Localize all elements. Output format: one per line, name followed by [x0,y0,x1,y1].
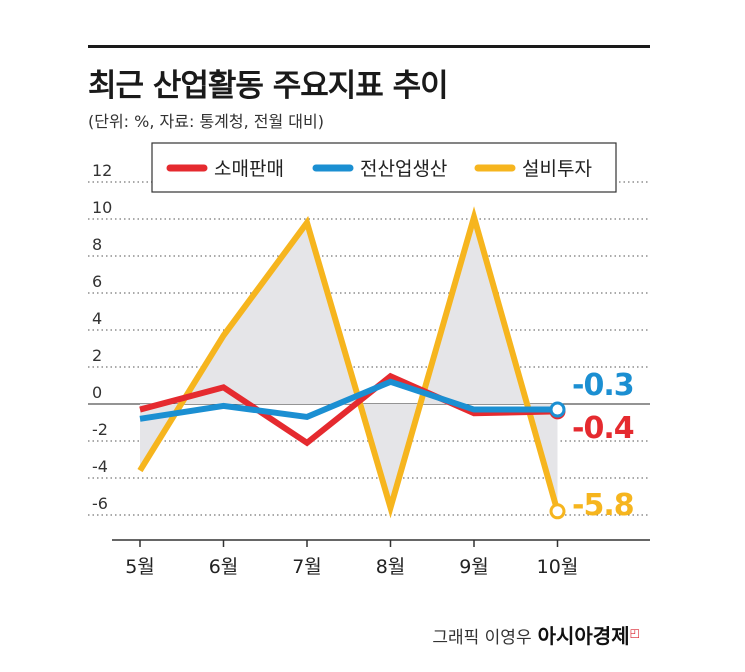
series-line-investment [137,206,561,519]
x-axis: 5월 6월 7월 8월 9월 10월 [112,539,650,578]
end-label-investment: -5.8 [572,488,634,523]
y-tick-label: 12 [92,161,112,180]
x-tick-label: 7월 [292,556,322,578]
end-value-labels: -0.4 -0.3 -5.8 [572,368,635,523]
x-tick-label: 6월 [209,556,239,578]
chart-title: 최근 산업활동 주요지표 추이 [88,68,449,104]
credit: 그래픽 이영우 아시아경제◰ [432,620,640,649]
y-tick-label: 2 [92,346,102,365]
x-tick-label: 9월 [459,556,489,578]
credit-author: 그래픽 이영우 [432,628,532,648]
legend-box [151,142,617,193]
y-tick-label: 8 [92,235,102,254]
legend: 소매판매 전산업생산 설비투자 [151,142,617,193]
y-tick-label: 0 [92,383,102,402]
series-end-marker-investment [549,503,566,520]
series-lines [137,206,566,520]
x-tick-label: 8월 [376,556,406,578]
top-rule [88,45,650,48]
brand-logo-text: 아시아경제 [537,624,630,648]
y-tick-label: -2 [92,420,108,439]
end-label-industrial: -0.3 [572,368,634,403]
legend-label-industrial: 전산업생산 [360,158,447,180]
y-tick-label: 4 [92,309,102,328]
legend-label-investment: 설비투자 [522,158,592,180]
series-end-marker-industrial [549,401,566,418]
gridlines: 12 10 8 6 4 2 0 -2 -4 -6 [88,161,650,516]
end-label-retail: -0.4 [572,411,634,446]
y-tick-label: -6 [92,494,108,513]
y-tick-label: -4 [92,457,108,476]
series-line-industrial [139,378,558,422]
brand-mark-icon: ◰ [629,626,640,640]
y-tick-label: 6 [92,272,102,291]
x-tick-label: 10월 [537,556,579,578]
chart-subtitle: (단위: %, 자료: 통계청, 전월 대비) [88,112,324,131]
legend-label-retail: 소매판매 [214,158,284,180]
x-tick-label: 5월 [125,556,155,578]
y-tick-label: 10 [92,198,112,217]
series-line-retail [139,372,558,447]
